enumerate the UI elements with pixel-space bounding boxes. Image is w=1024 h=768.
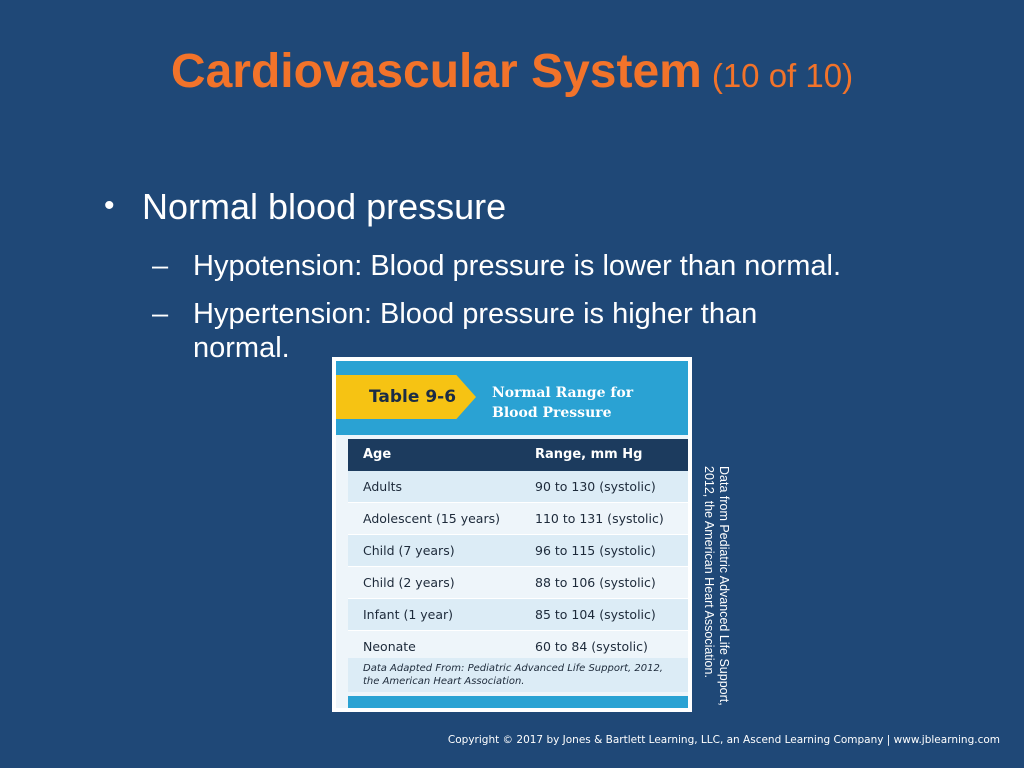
table-cell-age: Child (2 years) xyxy=(363,575,455,590)
table-cell-age: Adults xyxy=(363,479,403,494)
table-number-tag: Table 9-6 xyxy=(336,375,476,419)
table-title-line2: Blood Pressure xyxy=(492,405,612,421)
table-title-line1: Normal Range for xyxy=(492,385,634,401)
table-title: Normal Range for Blood Pressure xyxy=(492,383,682,423)
credit-line1: Data from Pediatric Advanced Life Suppor… xyxy=(717,466,731,706)
table-cell-age: Infant (1 year) xyxy=(363,607,454,622)
table-footer-bar xyxy=(348,696,688,708)
table-column-headers: Age Range, mm Hg xyxy=(348,439,688,471)
table-panel: Table 9-6 Normal Range for Blood Pressur… xyxy=(336,361,688,708)
table-row: Child (7 years) 96 to 115 (systolic) xyxy=(348,535,688,567)
table-cell-range: 85 to 104 (systolic) xyxy=(535,607,656,622)
table-row: Adolescent (15 years) 110 to 131 (systoli… xyxy=(348,503,688,535)
table-row: Neonate 60 to 84 (systolic) xyxy=(348,631,688,663)
slide-title: Cardiovascular System (10 of 10) xyxy=(0,44,1024,99)
table-row: Infant (1 year) 85 to 104 (systolic) xyxy=(348,599,688,631)
sub-bullet-marker: – xyxy=(152,250,169,282)
column-header-range: Range, mm Hg xyxy=(535,447,643,462)
credit-line2: 2012, the American Heart Association. xyxy=(702,466,716,678)
bullet-marker: • xyxy=(104,189,115,222)
table-row: Adults 90 to 130 (systolic) xyxy=(348,471,688,503)
column-header-age: Age xyxy=(363,447,392,462)
table-cell-range: 88 to 106 (systolic) xyxy=(535,575,656,590)
vertical-credit-text: Data from Pediatric Advanced Life Suppor… xyxy=(701,466,731,716)
table-header-band: Table 9-6 Normal Range for Blood Pressur… xyxy=(336,361,688,435)
table-cell-range: 90 to 130 (systolic) xyxy=(535,479,656,494)
bullet-item: • Normal blood pressure xyxy=(104,186,506,228)
slide-title-suffix: (10 of 10) xyxy=(711,57,854,94)
table-row: Child (2 years) 88 to 106 (systolic) xyxy=(348,567,688,599)
copyright-footer: Copyright © 2017 by Jones & Bartlett Lea… xyxy=(447,734,1000,746)
table-body: Adults 90 to 130 (systolic) Adolescent (1… xyxy=(348,471,688,663)
table-cell-range: 96 to 115 (systolic) xyxy=(535,543,656,558)
sub-bullet-marker: – xyxy=(152,298,169,330)
blood-pressure-table-figure: Table 9-6 Normal Range for Blood Pressur… xyxy=(332,357,692,712)
sub-bullet-text: Hypertension: Blood pressure is higher t… xyxy=(193,298,758,364)
table-cell-age: Adolescent (15 years) xyxy=(363,511,500,526)
table-source-note: Data Adapted From: Pediatric Advanced Li… xyxy=(348,658,688,692)
slide-title-main: Cardiovascular System xyxy=(170,45,702,98)
table-cell-age: Child (7 years) xyxy=(363,543,455,558)
bullet-text: Normal blood pressure xyxy=(142,186,507,227)
table-cell-range: 60 to 84 (systolic) xyxy=(535,639,648,654)
sub-bullet-text: Hypotension: Blood pressure is lower tha… xyxy=(193,250,841,282)
vertical-credit: Data from Pediatric Advanced Life Suppor… xyxy=(697,466,731,716)
table-cell-range: 110 to 131 (systolic) xyxy=(535,511,664,526)
table-cell-age: Neonate xyxy=(363,639,416,654)
